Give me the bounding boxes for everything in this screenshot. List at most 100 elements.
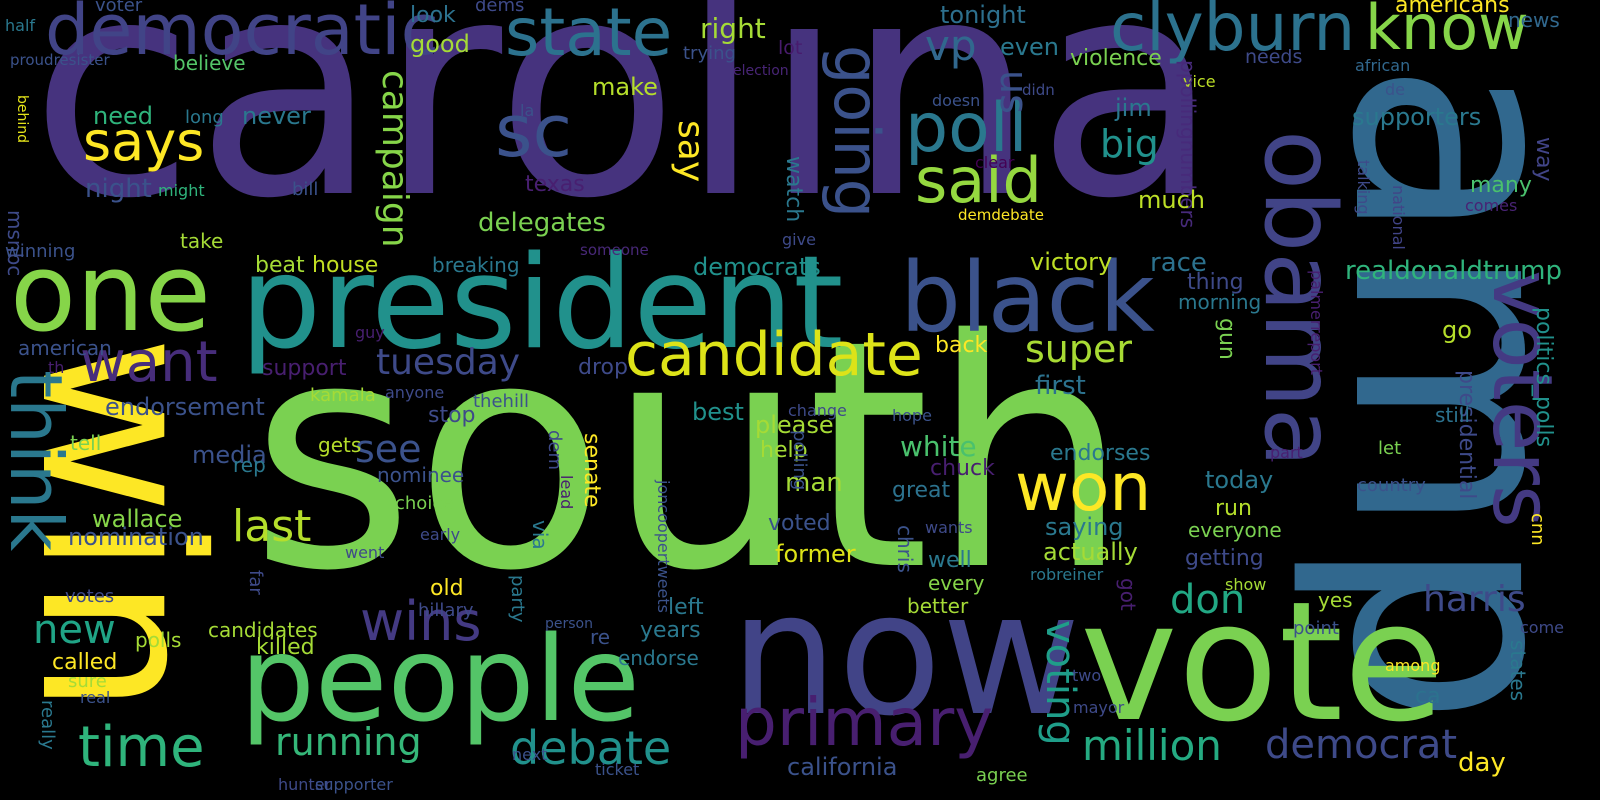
word-palmerreport: palmerreport bbox=[1307, 270, 1326, 375]
word-tuesday: tuesday bbox=[376, 342, 521, 383]
word-give: give bbox=[782, 230, 816, 249]
word-called: called bbox=[52, 650, 118, 675]
word-voting: voting bbox=[1037, 620, 1083, 746]
word-much: much bbox=[1138, 186, 1205, 214]
word-endorsement: endorsement bbox=[105, 393, 265, 421]
word-ticket: ticket bbox=[595, 760, 640, 779]
word-democrats: democrats bbox=[693, 253, 821, 281]
word-day: day bbox=[1458, 748, 1506, 778]
word-th: th bbox=[48, 358, 65, 377]
word-supporters: supporters bbox=[1352, 103, 1482, 131]
word-old: old bbox=[430, 576, 464, 601]
word-say: say bbox=[670, 120, 711, 183]
word-voted: voted bbox=[768, 511, 831, 536]
word-wants: wants bbox=[925, 518, 973, 537]
word-still: still bbox=[1435, 403, 1470, 427]
word-clear: clear bbox=[975, 153, 1015, 172]
word-states: states bbox=[1506, 640, 1530, 702]
word-super: super bbox=[1025, 327, 1133, 371]
word-every: every bbox=[928, 571, 985, 595]
word-watch: watch bbox=[781, 156, 806, 223]
word-night: night bbox=[85, 174, 152, 204]
word-news: news bbox=[1508, 8, 1560, 32]
word-part: part bbox=[1270, 443, 1303, 462]
word-robreiner: robreiner bbox=[1030, 565, 1104, 584]
word-talking: talking bbox=[1354, 160, 1373, 215]
word-well: well bbox=[928, 548, 972, 573]
word-running: running bbox=[275, 720, 422, 764]
word-proudresister: proudresister bbox=[10, 51, 110, 69]
word-great: great bbox=[892, 478, 951, 503]
word-kamala: kamala bbox=[310, 385, 376, 406]
word-really: really bbox=[37, 700, 58, 750]
word-know: know bbox=[1365, 0, 1529, 64]
word-let: let bbox=[1378, 438, 1402, 459]
word-first: first bbox=[1035, 371, 1086, 401]
word-might: might bbox=[158, 181, 205, 200]
word-says: says bbox=[83, 110, 205, 173]
word-country: country bbox=[1357, 475, 1426, 496]
word-texas: texas bbox=[525, 172, 585, 197]
word-last: last bbox=[232, 501, 312, 552]
word-ca: ca bbox=[1415, 684, 1441, 709]
word-americans: americans bbox=[1395, 0, 1510, 18]
word-debate: debate bbox=[510, 721, 672, 775]
word-presidential: presidential bbox=[1454, 370, 1479, 500]
word-hunter: hunter bbox=[278, 775, 332, 794]
word-carolina: carolina bbox=[30, 0, 1220, 264]
word-go: go bbox=[1442, 316, 1472, 344]
word-demdebate: demdebate bbox=[958, 206, 1044, 224]
word-think: think bbox=[0, 370, 78, 552]
word-candidates: candidates bbox=[208, 618, 318, 642]
word-harris: harris bbox=[1423, 579, 1526, 620]
word-clyburn: clyburn bbox=[1110, 0, 1356, 66]
word-wins: wins bbox=[360, 590, 482, 653]
word-supporter: supporter bbox=[315, 775, 393, 794]
word-winning: winning bbox=[5, 241, 76, 262]
word-vice: vice bbox=[1183, 72, 1216, 91]
word-way: way bbox=[1531, 137, 1556, 182]
word-party: party bbox=[507, 575, 528, 623]
word-time: time bbox=[78, 715, 205, 780]
word-going: going bbox=[820, 45, 893, 219]
word-win: win bbox=[0, 335, 248, 716]
word-now: now bbox=[730, 556, 1081, 754]
word-two: two bbox=[1072, 666, 1102, 685]
word-jim: jim bbox=[1115, 94, 1152, 122]
word-chris: chris bbox=[893, 525, 917, 573]
word-dem: dem bbox=[544, 430, 565, 471]
word-tell: tell bbox=[70, 431, 102, 455]
word-de: de bbox=[1385, 80, 1405, 99]
word-trying: trying bbox=[683, 43, 736, 64]
word-endorses: endorses bbox=[1050, 441, 1151, 466]
word-obama: obama bbox=[1242, 130, 1356, 468]
word-election: election bbox=[733, 63, 789, 79]
word-person: person bbox=[545, 616, 593, 632]
word-million: million bbox=[1082, 721, 1222, 770]
word-everyone: everyone bbox=[1188, 518, 1282, 542]
word-good: good bbox=[410, 30, 470, 58]
word-didn: didn bbox=[1022, 81, 1055, 99]
word-chuck: chuck bbox=[930, 456, 995, 481]
word-violence: violence bbox=[1070, 46, 1162, 71]
word-amp: amp bbox=[1286, 60, 1600, 727]
word-doesn: doesn bbox=[932, 91, 981, 110]
word-change: change bbox=[788, 401, 847, 420]
word-gun: gun bbox=[1214, 318, 1239, 360]
word-come: come bbox=[1520, 618, 1565, 637]
word-killed: killed bbox=[256, 635, 315, 660]
word-need: need bbox=[93, 102, 153, 130]
word-never: never bbox=[242, 102, 311, 130]
word-early: early bbox=[420, 525, 461, 544]
word-race: race bbox=[1150, 248, 1207, 278]
word-state: state bbox=[505, 0, 673, 71]
word-someone: someone bbox=[580, 241, 649, 259]
word-democrat: democrat bbox=[1265, 722, 1458, 768]
word-won: won bbox=[1015, 449, 1152, 526]
word-help: help bbox=[760, 438, 808, 463]
word-democratic: democratic bbox=[45, 0, 440, 71]
word-sure: sure bbox=[68, 671, 107, 692]
word-years: years bbox=[640, 618, 701, 643]
word-behind: behind bbox=[14, 95, 30, 144]
